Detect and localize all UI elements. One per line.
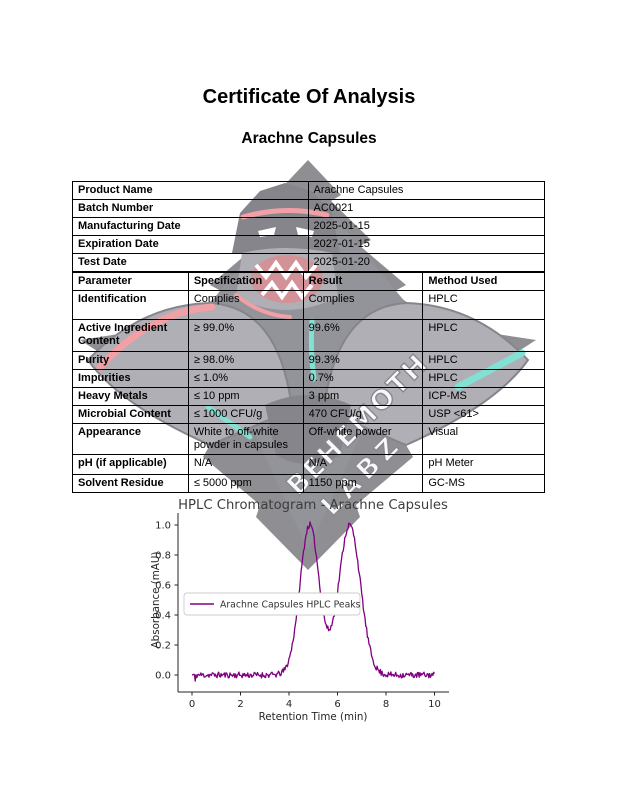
document-title: Certificate Of Analysis [202,86,416,108]
y-tick-label: 0.6 [155,581,171,592]
product-row: Batch Number AC0021 [72,199,546,218]
product-field-label: Batch Number [72,199,309,218]
results-cell-parameter: Impurities [72,369,189,388]
results-cell-method: USP <61> [422,405,545,424]
results-cell-specification: N/A [187,454,304,475]
results-cell-parameter: Identification [72,290,189,320]
product-info-body: Product Name Arachne Capsules Batch Number… [72,181,546,272]
y-tick-label: 0.4 [155,611,171,622]
results-cell-method: Visual [422,423,545,455]
results-row: Purity ≥ 98.0% 99.3% HPLC [72,351,545,370]
product-field-value: 2025-01-15 [307,217,546,236]
x-axis-label: Retention Time (min) [259,711,368,723]
results-cell-result: Complies [302,290,424,320]
y-tick-label: 0.2 [155,641,171,652]
product-field-value: 2027-01-15 [307,235,546,254]
chromatogram-trace [191,521,436,682]
results-row: Microbial Content ≤ 1000 CFU/g 470 CFU/g US… [72,405,545,424]
product-info-table: Product Name Arachne Capsules Batch Number… [72,181,546,272]
results-row: Active Ingredient Content ≥ 99.0% 99.6% HPL… [72,319,545,352]
product-row: Test Date 2025-01-20 [72,253,546,272]
results-cell-method: HPLC [422,319,545,352]
results-header-row: Parameter Specification Result Method Used [72,272,545,291]
x-tick-label: 2 [237,699,243,710]
product-field-label: Expiration Date [72,235,309,254]
results-cell-result: 0.7% [302,369,424,388]
product-field-value: 2025-01-20 [307,253,546,272]
y-tick-label: 1.0 [155,521,171,532]
x-tick-label: 6 [334,699,340,710]
results-cell-method: ICP-MS [422,387,545,406]
results-cell-specification: White to off-white powder in capsules [187,423,304,455]
results-cell-parameter: Appearance [72,423,189,455]
product-title: Arachne Capsules [241,130,377,147]
results-cell-result: 3 ppm [302,387,424,406]
results-cell-specification: ≤ 5000 ppm [187,474,304,493]
results-cell-result: Off-white powder [302,423,424,455]
product-field-label: Product Name [72,181,309,200]
legend-box [183,592,361,616]
product-field-label: Test Date [72,253,309,272]
results-cell-result: 470 CFU/g [302,405,424,424]
product-row: Expiration Date 2027-01-15 [72,235,546,254]
results-body: Identification Complies Complies HPLC Active… [72,290,545,493]
x-tick-label: 4 [286,699,292,710]
results-cell-method: GC-MS [422,474,545,493]
product-row: Product Name Arachne Capsules [72,181,546,200]
results-cell-method: HPLC [422,351,545,370]
legend-label: Arachne Capsules HPLC Peaks [220,600,361,611]
x-tick-label: 10 [428,699,441,710]
hplc-chart-svg: HPLC Chromatogram - Arachne Capsules Rete… [150,498,449,723]
results-row: Impurities ≤ 1.0% 0.7% HPLC [72,369,545,388]
results-column-header: Specification [187,272,304,291]
results-row: pH (if applicable) N/A N/A pH Meter [72,454,545,475]
test-results-table: Parameter Specification Result Method Used … [72,272,545,493]
results-cell-method: pH Meter [422,454,545,475]
results-cell-specification: Complies [187,290,304,320]
product-field-label: Manufacturing Date [72,217,309,236]
hplc-chromatogram: HPLC Chromatogram - Arachne Capsules Rete… [150,488,470,736]
x-tick-label: 0 [189,699,195,710]
results-row: Identification Complies Complies HPLC [72,290,545,320]
results-cell-specification: ≤ 10 ppm [187,387,304,406]
results-column-header: Result [302,272,424,291]
results-row: Solvent Residue ≤ 5000 ppm 1150 ppm GC-MS [72,474,545,493]
results-cell-parameter: Microbial Content [72,405,189,424]
results-cell-parameter: Heavy Metals [72,387,189,406]
results-cell-result: 1150 ppm [302,474,424,493]
product-row: Manufacturing Date 2025-01-15 [72,217,546,236]
chart-title: HPLC Chromatogram - Arachne Capsules [178,498,448,513]
results-cell-parameter: Purity [72,351,189,370]
results-cell-parameter: Solvent Residue [72,474,189,493]
y-tick-label: 0.8 [155,551,171,562]
results-cell-result: N/A [302,454,424,475]
results-cell-result: 99.6% [302,319,424,352]
results-cell-result: 99.3% [302,351,424,370]
results-cell-method: HPLC [422,290,545,320]
results-cell-parameter: Active Ingredient Content [72,319,189,352]
results-row: Heavy Metals ≤ 10 ppm 3 ppm ICP-MS [72,387,545,406]
results-cell-parameter: pH (if applicable) [72,454,189,475]
results-cell-specification: ≥ 99.0% [187,319,304,352]
results-cell-specification: ≥ 98.0% [187,351,304,370]
results-cell-specification: ≤ 1.0% [187,369,304,388]
results-column-header: Method Used [422,272,545,291]
results-cell-specification: ≤ 1000 CFU/g [187,405,304,424]
y-tick-label: 0.0 [155,671,171,682]
results-column-header: Parameter [72,272,189,291]
x-tick-label: 8 [383,699,389,710]
results-row: Appearance White to off-white powder in c… [72,423,545,455]
product-field-value: Arachne Capsules [307,181,546,200]
results-cell-method: HPLC [422,369,545,388]
y-axis-label: Absorbance (mAU) [150,552,162,649]
product-field-value: AC0021 [307,199,546,218]
